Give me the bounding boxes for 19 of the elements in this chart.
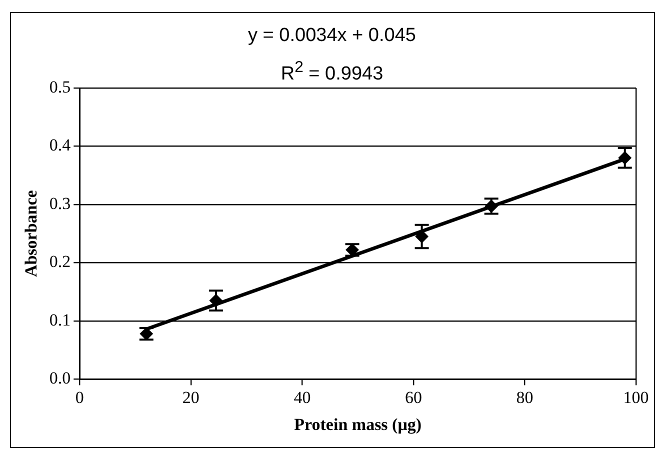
point — [618, 151, 632, 164]
y-tick-label: 0.5 — [49, 77, 71, 96]
x-tick-label: 0 — [75, 388, 84, 407]
text: y = 0.0034x + 0.045 — [247, 24, 417, 48]
y-axis-title: Absorbance — [22, 190, 41, 278]
y-tick-label: 0.4 — [49, 136, 72, 155]
x-tick-label: 20 — [182, 388, 200, 407]
y-tick-label: 0.2 — [49, 252, 71, 272]
y-tick-label: 0.0 — [49, 368, 71, 388]
y-tick-label: 0.3 — [49, 194, 71, 213]
x-tick-label: 80 — [516, 388, 534, 407]
text: R$^{2}$ = 0.9943 — [280, 59, 384, 84]
point — [415, 230, 428, 244]
x-tick-label: 60 — [404, 388, 422, 407]
x-axis-title: Protein mass (μg) — [294, 415, 422, 434]
x-tick-label: 40 — [294, 388, 311, 407]
x-tick-label: 100 — [623, 388, 649, 407]
point — [209, 294, 222, 308]
y-tick-label: 0.1 — [49, 310, 71, 330]
